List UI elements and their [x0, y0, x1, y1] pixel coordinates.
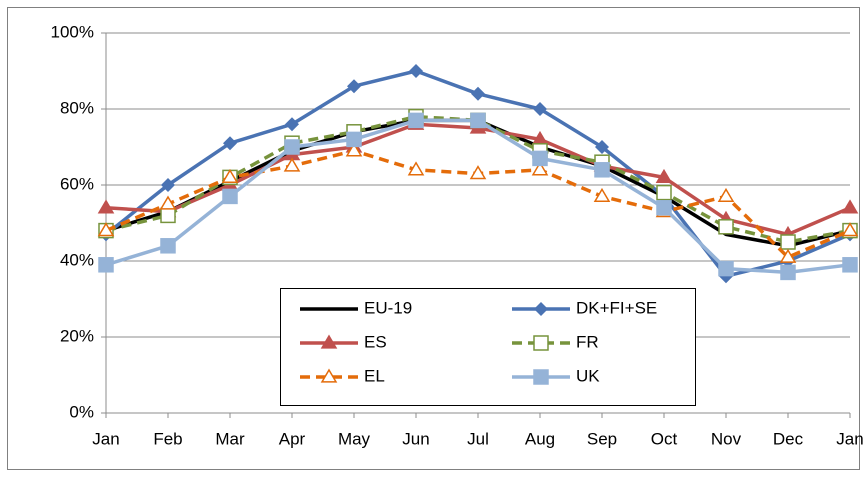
legend-marker — [534, 302, 548, 316]
legend-label: FR — [576, 332, 599, 351]
data-point — [780, 234, 796, 250]
x-tick-label: Dec — [773, 429, 804, 448]
x-tick-label: Aug — [525, 429, 555, 448]
x-tick-label: Jan — [92, 429, 119, 448]
data-point — [160, 238, 176, 254]
y-tick-label: 80% — [60, 98, 94, 117]
x-tick-label: Jul — [467, 429, 489, 448]
x-tick-label: Nov — [711, 429, 742, 448]
data-point — [718, 260, 734, 277]
legend-label: UK — [576, 366, 600, 385]
y-tick-label: 60% — [60, 174, 94, 193]
data-point — [408, 112, 424, 129]
data-point — [160, 207, 176, 224]
data-point — [595, 140, 609, 154]
data-point — [159, 195, 177, 210]
data-point — [223, 136, 237, 151]
legend-marker — [533, 369, 549, 385]
y-tick-label: 20% — [60, 326, 94, 345]
data-point — [407, 161, 425, 176]
legend-label: EL — [364, 366, 385, 385]
data-point — [655, 168, 673, 184]
data-point — [345, 142, 363, 157]
x-tick-label: Mar — [215, 429, 245, 448]
data-point — [161, 178, 175, 192]
x-tick-label: Sep — [587, 429, 617, 448]
x-tick-label: Jan — [836, 429, 863, 448]
y-tick-label: 0% — [69, 402, 94, 421]
legend-label: DK+FI+SE — [576, 298, 657, 317]
data-point — [841, 222, 859, 237]
data-point — [531, 161, 549, 176]
data-point — [780, 264, 796, 281]
data-point — [533, 102, 547, 116]
data-point — [222, 188, 238, 205]
data-point — [469, 165, 487, 180]
data-point — [717, 187, 735, 203]
data-point — [779, 248, 797, 263]
data-point — [471, 86, 485, 101]
data-point — [718, 219, 734, 235]
data-point — [97, 222, 115, 237]
data-point — [346, 131, 362, 148]
data-point — [283, 157, 301, 172]
data-point — [532, 150, 548, 167]
data-point — [656, 184, 672, 201]
data-point — [470, 112, 486, 129]
data-point — [656, 200, 672, 216]
data-point — [593, 187, 611, 203]
data-point — [221, 168, 239, 184]
x-tick-label: Oct — [651, 429, 678, 448]
data-point — [842, 257, 858, 273]
legend-marker — [320, 334, 338, 349]
x-tick-label: Jun — [402, 429, 429, 448]
data-point — [98, 257, 114, 273]
data-point — [409, 64, 423, 78]
x-tick-label: May — [338, 429, 371, 448]
legend-label: ES — [364, 332, 387, 351]
x-tick-label: Feb — [153, 429, 182, 448]
data-point — [97, 199, 115, 214]
data-point — [284, 139, 300, 155]
legend-marker — [533, 335, 549, 351]
legend-label: EU-19 — [364, 298, 412, 317]
data-point — [594, 162, 610, 178]
x-tick-label: Apr — [279, 429, 306, 448]
y-tick-label: 100% — [51, 22, 94, 41]
data-point — [285, 117, 299, 132]
y-tick-label: 40% — [60, 250, 94, 269]
data-point — [347, 79, 361, 94]
legend-marker — [320, 368, 338, 383]
data-point — [841, 199, 859, 214]
